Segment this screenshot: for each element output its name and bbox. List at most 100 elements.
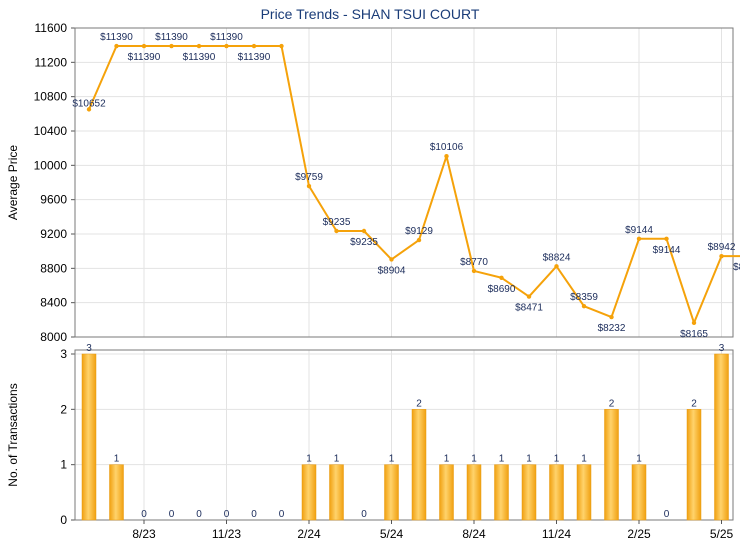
price-ytick-label: 8800 bbox=[40, 261, 67, 275]
price-point bbox=[664, 236, 669, 242]
tx-bar bbox=[109, 464, 124, 521]
price-plot-frame bbox=[74, 27, 734, 338]
tx-bar-label: 1 bbox=[581, 454, 587, 465]
price-ytick-label: 11600 bbox=[35, 21, 68, 35]
price-point bbox=[86, 107, 92, 112]
tx-axis-title: No. of Transactions bbox=[6, 383, 20, 486]
price-data-label: $9144 bbox=[625, 225, 653, 236]
price-ytick-label: 10800 bbox=[34, 90, 68, 104]
price-series-line bbox=[88, 45, 740, 324]
tx-bar bbox=[466, 464, 482, 521]
tx-bar-label: 0 bbox=[169, 509, 175, 520]
price-data-label: $8690 bbox=[488, 284, 516, 295]
price-data-label: $8232 bbox=[598, 323, 626, 334]
tx-bar bbox=[494, 464, 509, 521]
tx-ytick-label: 3 bbox=[60, 347, 67, 361]
tx-bar-label: 3 bbox=[86, 343, 92, 354]
price-data-label: $8471 bbox=[515, 303, 543, 314]
price-data-label: $8942 bbox=[708, 242, 736, 253]
x-tick-label: 5/25 bbox=[710, 527, 734, 541]
price-data-label: $8904 bbox=[378, 265, 406, 276]
tx-bar-label: 1 bbox=[499, 454, 505, 465]
price-data-label: $8165 bbox=[680, 329, 708, 340]
price-point bbox=[361, 228, 367, 234]
price-point bbox=[526, 294, 532, 299]
tx-bar bbox=[411, 409, 427, 521]
tx-bar-label: 1 bbox=[554, 454, 560, 465]
tx-bar bbox=[604, 409, 619, 521]
price-point bbox=[499, 275, 504, 280]
x-tick-label: 2/24 bbox=[297, 527, 321, 541]
x-tick-label: 8/24 bbox=[462, 527, 486, 541]
price-ytick-label: 11200 bbox=[35, 55, 68, 69]
tx-ytick-label: 1 bbox=[60, 458, 67, 472]
price-point bbox=[279, 43, 284, 49]
price-data-label: $9759 bbox=[295, 172, 323, 183]
price-data-label: $8359 bbox=[570, 292, 598, 303]
tx-plot-frame bbox=[74, 349, 734, 521]
price-data-label: $10652 bbox=[72, 98, 106, 109]
x-tick-label: 11/24 bbox=[542, 527, 571, 541]
x-tick-label: 11/23 bbox=[212, 527, 241, 541]
price-point bbox=[444, 154, 449, 159]
price-data-label: $11390 bbox=[183, 52, 216, 63]
price-axis-title: Average Price bbox=[6, 145, 20, 220]
price-ytick-label: 9200 bbox=[40, 227, 67, 241]
tx-bar-label: 0 bbox=[196, 509, 202, 520]
x-tick-label: 2/25 bbox=[627, 527, 651, 541]
price-data-label: $8770 bbox=[460, 257, 488, 268]
tx-bar-label: 2 bbox=[609, 398, 615, 409]
price-ytick-label: 8000 bbox=[40, 330, 67, 344]
tx-bar bbox=[329, 464, 344, 521]
price-point bbox=[609, 314, 614, 320]
tx-bar-label: 2 bbox=[416, 398, 422, 409]
tx-bar-label: 1 bbox=[334, 454, 340, 465]
price-data-label: $11390 bbox=[155, 32, 188, 43]
price-ytick-label: 9600 bbox=[40, 193, 67, 207]
tx-bar bbox=[81, 353, 97, 521]
chart-title: Price Trends - SHAN TSUI COURT bbox=[260, 6, 480, 22]
price-data-label: $9235 bbox=[350, 237, 378, 248]
tx-bar bbox=[521, 464, 537, 521]
tx-bar bbox=[384, 464, 399, 521]
tx-bar-label: 0 bbox=[141, 509, 147, 520]
tx-bar-label: 1 bbox=[636, 454, 642, 465]
price-point bbox=[636, 236, 642, 242]
price-data-label: $8824 bbox=[543, 252, 571, 263]
price-data-label: $9144 bbox=[653, 245, 681, 256]
price-point bbox=[306, 183, 312, 189]
tx-bar bbox=[631, 464, 647, 521]
tx-bar-label: 0 bbox=[224, 509, 230, 520]
tx-bar-label: 2 bbox=[691, 398, 697, 409]
price-point bbox=[224, 43, 229, 49]
price-data-label: $8942 bbox=[733, 262, 740, 273]
tx-bar-label: 1 bbox=[526, 454, 532, 465]
price-point bbox=[416, 237, 422, 243]
x-tick-label: 5/24 bbox=[380, 527, 404, 541]
price-point bbox=[114, 43, 119, 49]
tx-bar bbox=[576, 464, 592, 521]
price-point bbox=[691, 320, 697, 326]
price-data-label: $9235 bbox=[323, 217, 351, 228]
price-data-label: $11390 bbox=[210, 32, 243, 43]
tx-bar-label: 1 bbox=[389, 454, 395, 465]
tx-bar-label: 0 bbox=[251, 509, 257, 520]
price-data-label: $11390 bbox=[128, 52, 161, 63]
tx-bar-label: 1 bbox=[471, 454, 477, 465]
tx-bar bbox=[714, 353, 729, 521]
price-point bbox=[169, 43, 174, 49]
tx-bar-label: 3 bbox=[719, 343, 725, 354]
tx-ytick-label: 0 bbox=[60, 513, 67, 527]
tx-bar-label: 0 bbox=[361, 509, 367, 520]
price-point bbox=[471, 268, 477, 274]
price-data-label: $11390 bbox=[100, 32, 133, 43]
tx-bar-label: 1 bbox=[444, 454, 450, 465]
price-panel: 8000 8400 8800 9200 9600 10000 10400 10800 11200… bbox=[6, 21, 740, 344]
price-point bbox=[141, 43, 147, 49]
price-point bbox=[554, 264, 559, 269]
price-point bbox=[581, 303, 587, 309]
price-data-label: $11390 bbox=[238, 52, 271, 63]
tx-bar-label: 0 bbox=[279, 509, 285, 520]
